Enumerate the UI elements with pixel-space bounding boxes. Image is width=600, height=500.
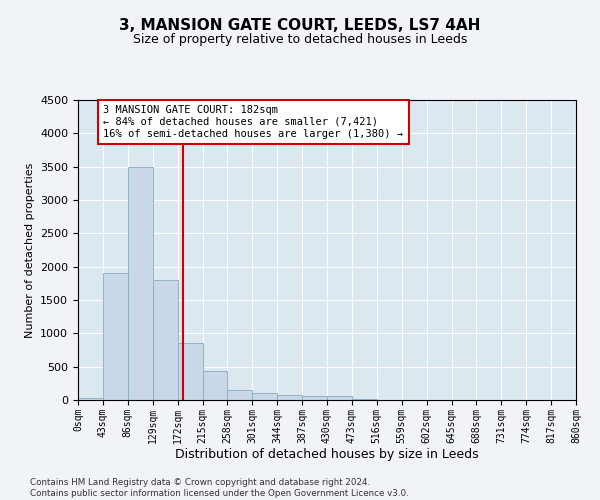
Text: Size of property relative to detached houses in Leeds: Size of property relative to detached ho… [133,32,467,46]
Text: 3, MANSION GATE COURT, LEEDS, LS7 4AH: 3, MANSION GATE COURT, LEEDS, LS7 4AH [119,18,481,32]
Text: Contains HM Land Registry data © Crown copyright and database right 2024.
Contai: Contains HM Land Registry data © Crown c… [30,478,409,498]
Bar [152,280,178,400]
Bar [128,166,152,400]
Bar [327,396,352,400]
Bar [103,274,128,400]
X-axis label: Distribution of detached houses by size in Leeds: Distribution of detached houses by size … [175,448,479,462]
Bar [78,398,103,400]
Bar [203,370,227,400]
Bar [302,396,327,400]
Bar [277,395,302,400]
Bar [227,390,253,400]
Bar [178,344,203,400]
Text: 3 MANSION GATE COURT: 182sqm
← 84% of detached houses are smaller (7,421)
16% of: 3 MANSION GATE COURT: 182sqm ← 84% of de… [103,106,403,138]
Bar [252,394,277,400]
Y-axis label: Number of detached properties: Number of detached properties [25,162,35,338]
